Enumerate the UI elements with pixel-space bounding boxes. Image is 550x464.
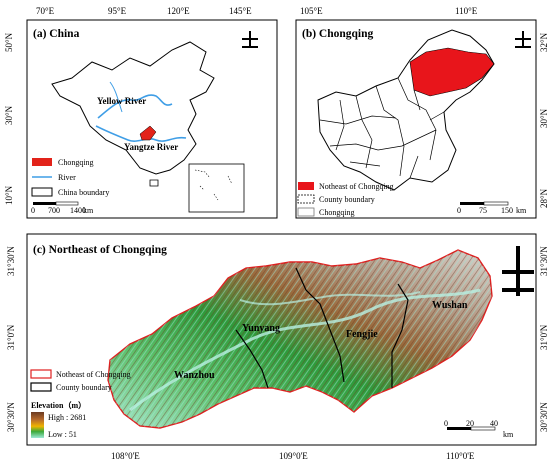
lat-tick-30b: 30°N [539, 108, 549, 128]
panel-a-china: 70°E 95°E 120°E 145°E 50°N 30°N 10°N (a)… [4, 6, 278, 219]
lat-tick-3030: 30°30'N [6, 402, 16, 432]
svg-text:30°30'N: 30°30'N [539, 402, 549, 432]
panel-c-title: (c) Northeast of Chongqing [33, 244, 167, 256]
yellow-river-line [97, 94, 173, 119]
lat-tick-10: 10°N [4, 185, 14, 205]
lon-tick-110: 110°E [455, 6, 478, 16]
city-wanzhou: Wanzhou [174, 370, 215, 381]
svg-text:20: 20 [466, 419, 474, 428]
svg-text:0: 0 [31, 206, 35, 215]
lat-tick-3130: 31°30'N [6, 246, 16, 276]
legend-river: River [58, 173, 76, 182]
panel-c-northeast-chongqing: 108°0'E 109°0'E 110°0'E 31°30'N 31°0'N 3… [6, 233, 549, 461]
city-yunyang: Yunyang [242, 323, 280, 334]
north-arrow-icon [502, 246, 534, 296]
lat-tick-50: 50°N [4, 32, 14, 52]
panel-b-chongqing: 105°E 110°E 32°N 30°N 28°N (b) Chongqing… [295, 6, 549, 219]
china-outline [51, 41, 215, 175]
svg-text:75: 75 [479, 206, 487, 215]
svg-text:700: 700 [48, 206, 60, 215]
svg-text:km: km [83, 206, 94, 215]
svg-text:150: 150 [501, 206, 513, 215]
legend-c-county: County boundary [56, 383, 112, 392]
legend-chongqing: Chongqing [58, 158, 94, 167]
panel-c-legend: Notheast of Chongqing County boundary El… [30, 369, 131, 439]
elevation-title: Elevation（m） [31, 400, 86, 410]
elevation-low: Low : 51 [48, 430, 77, 439]
northeast-chongqing-region [409, 47, 495, 97]
panel-b-scale-bar: 0 75 150 km [457, 201, 527, 215]
lon-tick-120: 120°E [167, 6, 190, 16]
lat-tick-28: 28°N [539, 188, 549, 208]
panel-b-title: (b) Chongqing [302, 28, 374, 40]
elevation-ramp [31, 412, 44, 438]
svg-text:1400: 1400 [70, 206, 86, 215]
yangtze-river-label: Yangtze River [124, 142, 178, 152]
south-china-sea-inset [188, 163, 245, 213]
lat-tick-30: 30°N [4, 105, 14, 125]
elevation-high: High : 2681 [48, 413, 86, 422]
lon-tick-95: 95°E [108, 6, 127, 16]
legend-county-boundary: County boundary [319, 195, 375, 204]
legend-c-northeast: Notheast of Chongqing [56, 370, 131, 379]
svg-text:40: 40 [490, 419, 498, 428]
lat-tick-32: 32°N [539, 32, 549, 52]
svg-text:km: km [503, 430, 514, 439]
svg-text:km: km [516, 206, 527, 215]
lon-tick-109: 109°0'E [279, 451, 308, 461]
svg-text:31°0'N: 31°0'N [539, 324, 549, 350]
lon-tick-70: 70°E [36, 6, 55, 16]
panel-c-scale-bar: 0 20 40 km [444, 419, 514, 439]
lon-tick-105: 105°E [300, 6, 323, 16]
city-wushan: Wushan [432, 300, 468, 311]
chongqing-marker [139, 125, 157, 141]
county-boundaries [235, 267, 409, 389]
legend-china-boundary: China boundary [58, 188, 109, 197]
svg-text:31°30'N: 31°30'N [539, 246, 549, 276]
legend-chongqing-b: Chongqing [319, 208, 355, 217]
panel-a-title: (a) China [33, 28, 80, 40]
panel-a-scale-bar: 0 700 1400 km [31, 201, 94, 215]
lon-tick-108: 108°0'E [111, 451, 140, 461]
svg-text:0: 0 [444, 419, 448, 428]
panel-a-legend: Chongqing River China boundary [31, 158, 109, 197]
lon-tick-145: 145°E [229, 6, 252, 16]
city-fengjie: Fengjie [346, 329, 378, 340]
lat-tick-3100: 31°0'N [6, 324, 16, 350]
legend-northeast-chongqing: Notheast of Chongqing [319, 182, 394, 191]
svg-text:0: 0 [457, 206, 461, 215]
yellow-river-label: Yellow River [97, 96, 146, 106]
lon-tick-110c: 110°0'E [446, 451, 475, 461]
panel-b-legend: Notheast of Chongqing County boundary Ch… [297, 182, 394, 217]
north-arrow-icon [515, 31, 531, 48]
north-arrow-icon [242, 31, 258, 48]
